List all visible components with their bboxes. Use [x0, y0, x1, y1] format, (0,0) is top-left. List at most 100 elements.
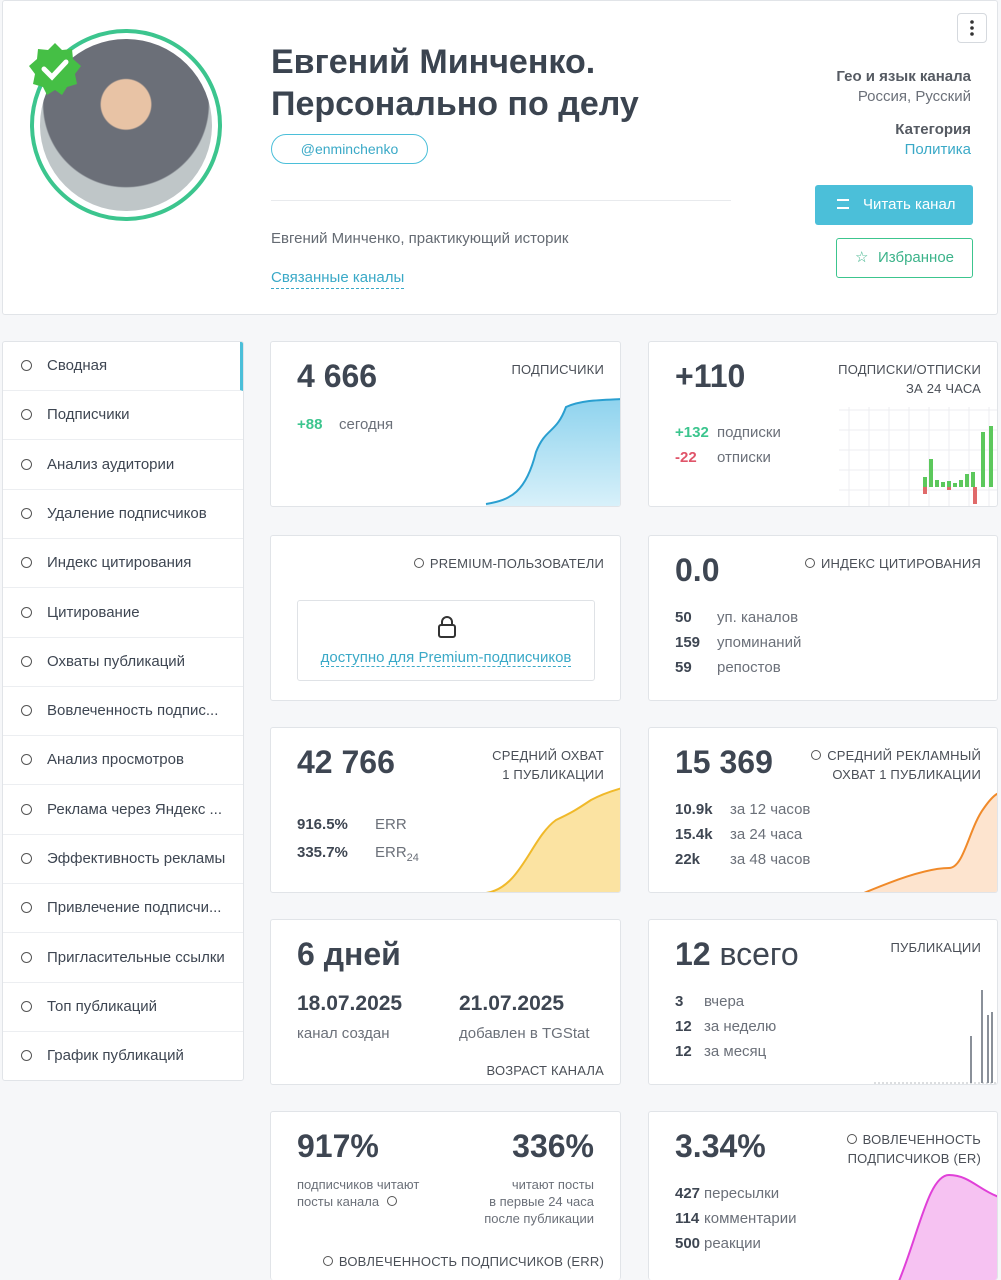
subscribers-card: 4 666 ПОДПИСЧИКИ +88 сегодня [270, 341, 621, 507]
subs-unsubs-card: +110 ПОДПИСКИ/ОТПИСКИ ЗА 24 ЧАСА +132 подп… [648, 341, 998, 507]
label-text: ВОВЛЕЧЕННОСТЬ ПОДПИСЧИКОВ (ERR) [338, 1254, 604, 1269]
row-value: 114 [675, 1210, 700, 1227]
related-channels-link[interactable]: Связанные каналы [271, 269, 405, 289]
unsubs-label: отписки [717, 449, 771, 466]
sidebar-item[interactable]: Индекс цитирования [3, 539, 243, 589]
row-label: за неделю [704, 1018, 777, 1035]
row-value: 22k [675, 851, 701, 868]
metric-label: ИНДЕКС ЦИТИРОВАНИЯ [804, 554, 981, 573]
label-line: ВОВЛЕЧЕННОСТЬ [846, 1130, 981, 1149]
row-value: 500 [675, 1235, 701, 1252]
premium-link[interactable]: доступно для Premium-подписчиков [320, 649, 572, 667]
row-label: пересылки [704, 1185, 780, 1202]
row-label: уп. каналов [717, 609, 799, 626]
added-label: добавлен в TGStat [459, 1025, 590, 1042]
sidebar-label: Вовлеченность подпис... [47, 702, 219, 720]
text-line: подписчиков читают [297, 1177, 420, 1192]
row-value: 3 [675, 993, 684, 1010]
label-line: ЗА 24 ЧАСА [905, 381, 981, 396]
sidebar-item[interactable]: Анализ просмотров [3, 736, 243, 786]
today-value: +88 [297, 416, 323, 433]
sidebar-item[interactable]: Цитирование [3, 589, 243, 638]
text-line: после публикации [484, 1211, 594, 1226]
sidebar-item[interactable]: Удаление подписчиков [3, 490, 243, 539]
sidebar-label: Сводная [47, 357, 108, 374]
sidebar-label: Охваты публикаций [47, 652, 186, 670]
posts-total: 12 [675, 936, 711, 972]
sidebar-icon [21, 902, 32, 914]
created-label: канал создан [297, 1025, 390, 1042]
sparkline [485, 398, 620, 506]
text-line: читают посты [511, 1177, 594, 1192]
sidebar-icon [21, 705, 32, 717]
left-value: 917% [297, 1128, 379, 1164]
left-text: подписчиков читают посты канала [297, 1176, 419, 1210]
metric-value: 12 всего [675, 936, 799, 973]
geo-label: Гео и язык канала [836, 68, 971, 85]
sidebar-label: Эффективность рекламы [47, 850, 226, 867]
mini-bar-chart [874, 990, 997, 1084]
label-line: ПОДПИСЧИКОВ (ER) [847, 1151, 981, 1166]
sidebar-label: Пригласительные ссылки [47, 948, 225, 966]
label-line: СРЕДНИЙ РЕКЛАМНЫЙ [811, 746, 981, 765]
sidebar-icon [21, 557, 32, 569]
row-value: 12 [675, 1018, 692, 1035]
channel-title: Евгений Минченко. Персонально по делу [271, 41, 639, 125]
row-label: вчера [704, 993, 745, 1010]
sidebar-item[interactable]: Эффективность рекламы [3, 835, 243, 884]
title-line: Персонально по делу [271, 85, 639, 123]
row-label: ERR [375, 816, 407, 833]
channel-handle[interactable]: @enminchenko [271, 134, 428, 164]
sidebar: Сводная Подписчики Анализ аудитории Удалени… [2, 341, 244, 1081]
metric-label: ВОВЛЕЧЕННОСТЬ ПОДПИСЧИКОВ (ER) [846, 1130, 981, 1168]
posts-card: 12 всего ПУБЛИКАЦИИ 3 вчера 12 за неделю 1… [648, 919, 998, 1085]
sidebar-icon [21, 1000, 32, 1012]
sidebar-label: Привлечение подписчи... [47, 899, 222, 917]
row-label: репостов [717, 659, 781, 676]
row-label: за месяц [704, 1043, 767, 1060]
label-text: СРЕДНИЙ РЕКЛАМНЫЙ [827, 748, 981, 763]
sidebar-item[interactable]: Сводная [3, 342, 243, 391]
channel-meta: Гео и язык канала Россия, Русский Катего… [836, 67, 971, 160]
row-label: за 24 часа [730, 826, 803, 843]
category-value[interactable]: Политика [904, 141, 971, 158]
right-value: 336% [512, 1128, 594, 1164]
favorite-button[interactable]: ☆ Избранное [836, 238, 973, 278]
sidebar-item[interactable]: Привлечение подписчи... [3, 884, 243, 934]
category-label: Категория [895, 121, 971, 138]
row-value: 335.7% [297, 844, 348, 861]
sidebar-item[interactable]: Подписчики [3, 391, 243, 441]
sidebar-icon [21, 951, 32, 963]
sidebar-icon [21, 853, 32, 864]
text-line: посты канала [297, 1193, 419, 1210]
sidebar-label: Удаление подписчиков [47, 504, 207, 522]
metric-label: СРЕДНИЙ РЕКЛАМНЫЙ ОХВАТ 1 ПУБЛИКАЦИИ [811, 746, 981, 784]
label-text: ИНДЕКС ЦИТИРОВАНИЯ [820, 556, 981, 571]
text-line: в первые 24 часа [489, 1194, 594, 1209]
read-channel-button[interactable]: Читать канал [815, 185, 973, 225]
premium-card: PREMIUM-ПОЛЬЗОВАТЕЛИ доступно для Premiu… [270, 535, 621, 701]
sidebar-item[interactable]: Реклама через Яндекс ... [3, 786, 243, 835]
age-card: 6 дней 18.07.2025 канал создан 21.07.202… [270, 919, 621, 1085]
sidebar-item[interactable]: Вовлеченность подпис... [3, 687, 243, 737]
sidebar-item[interactable]: Анализ аудитории [3, 441, 243, 490]
row-value: 50 [675, 609, 692, 626]
channel-description: Евгений Минченко, практикующий историк [271, 230, 569, 247]
row-label: ERR [375, 844, 407, 861]
menu-button[interactable] [957, 13, 987, 43]
created-date: 18.07.2025 [297, 992, 403, 1015]
subs-label: подписки [717, 424, 781, 441]
metric-label: ПУБЛИКАЦИИ [890, 940, 981, 955]
sidebar-item[interactable]: Пригласительные ссылки [3, 934, 243, 983]
sidebar-item[interactable]: Охваты публикаций [3, 638, 243, 687]
metric-value: 0.0 [675, 552, 720, 588]
row-value: 15.4k [675, 826, 713, 843]
sidebar-item[interactable]: Топ публикаций [3, 983, 243, 1032]
sidebar-item[interactable]: График публикаций [3, 1032, 243, 1080]
sidebar-label: Реклама через Яндекс ... [47, 800, 223, 818]
label-line: СРЕДНИЙ ОХВАТ [492, 748, 604, 763]
premium-box: доступно для Premium-подписчиков [297, 600, 595, 681]
row-label: упоминаний [717, 634, 802, 651]
verified-badge [29, 43, 81, 95]
metric-value: 42 766 [297, 744, 395, 780]
